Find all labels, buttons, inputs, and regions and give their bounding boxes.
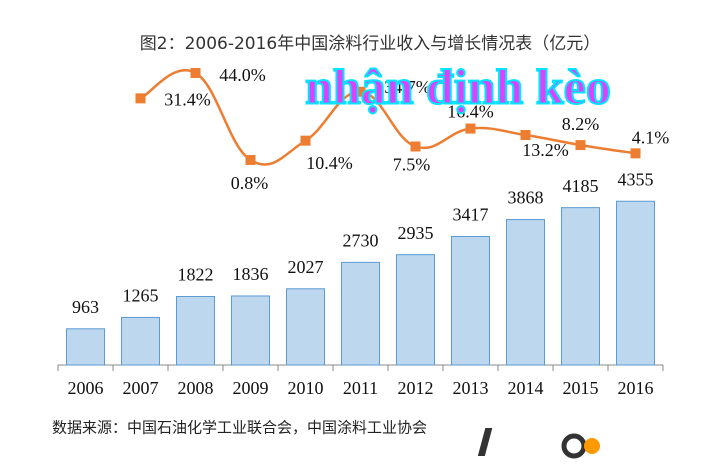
growth-value-label: 7.5%	[393, 155, 431, 175]
x-tick-label: 2012	[398, 378, 434, 398]
growth-marker	[410, 141, 421, 152]
bar-value-label: 3868	[508, 188, 544, 208]
bar	[506, 219, 545, 366]
x-tick-label: 2016	[618, 378, 654, 398]
bar	[231, 295, 270, 366]
growth-marker	[465, 123, 476, 134]
x-tick-label: 2011	[343, 378, 378, 398]
bar-value-label: 2935	[398, 223, 434, 243]
bar-value-label: 4355	[618, 169, 654, 189]
growth-marker	[575, 140, 586, 151]
growth-line	[139, 69, 636, 166]
growth-marker	[135, 93, 146, 104]
growth-marker	[355, 86, 366, 97]
bar-value-label: 963	[72, 297, 99, 317]
bar	[561, 207, 600, 366]
growth-value-label: 8.2%	[562, 114, 600, 134]
bar-value-label: 1836	[233, 264, 269, 284]
logo-dot	[584, 438, 600, 454]
x-tick-label: 2006	[68, 378, 104, 398]
logo-ring	[561, 433, 587, 459]
logo	[477, 428, 600, 459]
chart-title: 图2：2006-2016年中国涂料行业收入与增长情况表（亿元）	[140, 34, 600, 54]
bar	[616, 200, 655, 366]
growth-value-label: 4.1%	[632, 127, 670, 147]
bar-value-label: 2730	[343, 230, 379, 250]
growth-marker	[245, 154, 256, 165]
growth-marker	[520, 130, 531, 141]
bar-value-label: 1265	[123, 286, 159, 306]
x-tick-label: 2007	[123, 378, 159, 398]
x-tick-label: 2013	[453, 378, 489, 398]
growth-marker	[190, 67, 201, 78]
x-tick-label: 2009	[233, 378, 269, 398]
growth-value-label: 16.4%	[447, 102, 494, 122]
growth-value-label: 31.4%	[164, 89, 211, 109]
bar	[176, 295, 215, 366]
bar-value-label: 1822	[178, 265, 214, 285]
source-note: 数据来源：中国石油化学工业联合会，中国涂料工业协会	[52, 419, 427, 437]
growth-marker	[630, 148, 641, 159]
x-tick-label: 2014	[508, 378, 544, 398]
logo-bar	[477, 428, 493, 456]
x-tick-label: 2010	[288, 378, 324, 398]
bar	[396, 254, 435, 366]
bar	[286, 288, 325, 366]
x-tick-label: 2008	[178, 378, 214, 398]
watermark: nhận định kèo	[305, 58, 611, 114]
bar-value-label: 4185	[563, 176, 599, 196]
x-tick-label: 2015	[563, 378, 599, 398]
bar	[451, 236, 490, 366]
bar-value-label: 3417	[453, 205, 489, 225]
growth-value-label: 44.0%	[219, 65, 266, 85]
bar	[341, 261, 380, 366]
bar	[66, 328, 105, 366]
growth-value-label: 13.2%	[522, 140, 569, 160]
growth-marker	[300, 135, 311, 146]
plot-area: 963 1265 1822 1836 2027 2730 2935 3417 3868 4185 4…	[57, 65, 670, 398]
growth-value-label: 34.7%	[384, 77, 431, 97]
growth-value-label: 0.8%	[231, 173, 269, 193]
bar-value-label: 2027	[288, 257, 324, 277]
bar	[121, 316, 160, 366]
growth-value-label: 10.4%	[306, 153, 353, 173]
